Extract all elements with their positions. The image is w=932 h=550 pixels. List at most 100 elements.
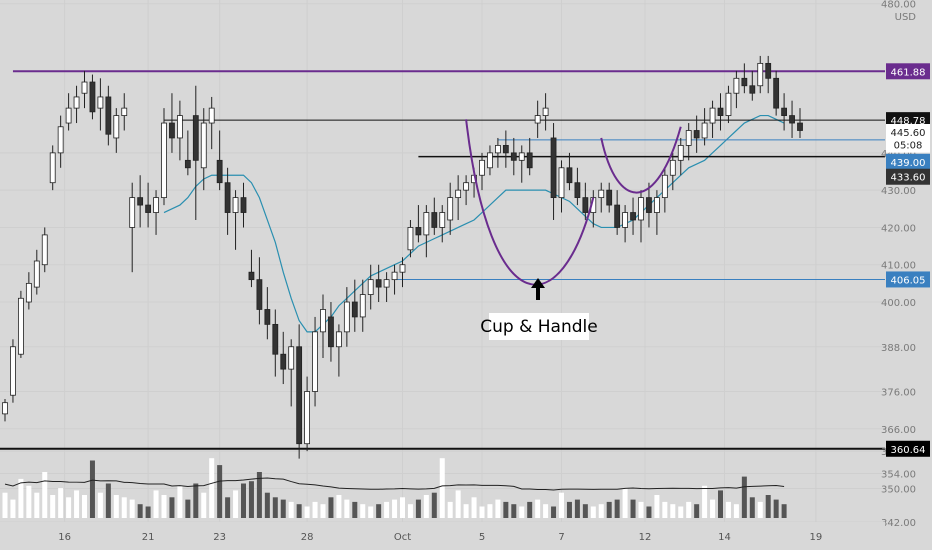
price-tag-label: 406.05 [891,275,926,286]
volume-bar [495,499,501,518]
candle-body [447,197,454,221]
candle-body [184,159,191,169]
volume-bar [185,499,191,518]
candle-body [741,77,748,87]
candle-body [335,331,342,348]
volume-bar [272,497,278,518]
candle-body [224,182,231,213]
volume-bar [574,499,580,518]
handle-curve [600,126,682,194]
volume-bar [646,506,652,518]
candle-body [606,189,613,206]
annotation-text: Cup & Handle [480,317,597,337]
candle-body [423,212,430,236]
volume-bar [137,504,143,518]
x-tick-label: 23 [213,532,226,543]
candle-body [558,167,565,199]
candle-body [343,301,350,333]
price-tag-label: 05:08 [894,141,923,152]
volume-bar [471,497,477,518]
candle-body [65,107,72,124]
volume-bar [129,499,135,518]
x-tick-label: Oct [394,532,411,543]
volume-bar [686,501,692,518]
candle-body [33,260,40,288]
candle-body [272,323,279,355]
volume-bar [415,499,421,518]
candle-body [502,145,509,154]
candle-body [494,145,501,154]
volume-bar [447,501,453,518]
candle-body [367,279,374,295]
candle-body [622,212,628,228]
volume-bar [630,499,636,518]
y-tick-label: 430.00 [881,186,916,197]
x-tick-label: 12 [639,532,652,543]
time-axis-background [0,522,885,550]
candle-body [359,294,366,318]
volume-bar [423,495,429,518]
x-tick-label: 19 [810,532,823,543]
volume-bar [296,504,302,518]
candle-body [264,309,271,325]
volume-bar [26,485,32,518]
volume-bar [121,497,127,518]
volume-bar [773,499,779,518]
candle-body [169,122,175,139]
y-tick-label: 388.00 [881,343,916,354]
candle-body [431,212,438,228]
candle-body [757,62,764,87]
volume-bar [733,504,739,518]
candle-body [200,122,207,169]
x-tick-label: 5 [479,532,485,543]
volume-bar [527,501,533,518]
x-tick-label: 16 [58,532,71,543]
volume-bar [590,506,596,518]
volume-bar [543,504,549,518]
cup-curve [465,119,595,286]
candle-body [534,115,541,124]
volume-bar [97,492,103,518]
candle-body [351,301,358,318]
price-tag-box [886,271,930,288]
candle-body [57,126,64,154]
candle-body [375,279,382,288]
price-tag-label: 433.60 [891,173,926,184]
volume-bar [566,501,572,518]
candle-body [320,309,326,333]
candle-body [97,96,104,109]
annotation-callout: Cup & Handle [480,278,598,340]
volume-bar [241,483,246,518]
volume-bar [145,506,151,518]
volume-bar [662,501,668,518]
y-tick-label: 480.00 [881,0,916,11]
candle-body [526,152,533,169]
cup-handle-drawing [465,119,682,286]
volume-bar [654,495,660,518]
candle-body [550,137,557,199]
y-tick-label: 342.00 [881,518,916,529]
volume-bar [781,504,787,518]
y-tick-label: 366.00 [881,425,916,436]
candle-body [240,197,247,213]
price-tag-box [886,153,930,170]
candle-body [248,271,255,281]
volume-bar [82,495,87,518]
candle-body [383,279,390,288]
volume-bar [193,483,199,518]
candle-body [566,167,573,184]
volume-bar [718,490,723,518]
time-axis[interactable]: 1416212328Oct57121419 [0,522,885,550]
volume-bar [614,499,620,518]
candle-body [717,107,724,116]
volume-bar [153,490,159,518]
x-tick-label: 7 [558,532,564,543]
x-tick-label: 14 [718,532,731,543]
candles [2,55,803,459]
y-tick-label: 376.00 [881,388,916,399]
price-tag-label: 445.60 [891,128,926,139]
volume-bar [376,504,382,518]
volume-bar [105,483,111,518]
